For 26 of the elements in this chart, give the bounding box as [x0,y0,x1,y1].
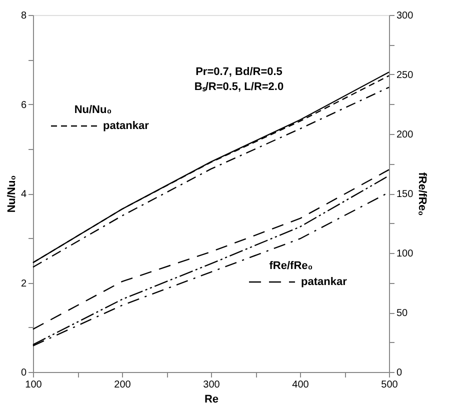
y-tick-label: 8 [20,10,27,22]
x-tick-label: 400 [292,380,310,390]
annotation: Pr=0.7, Bd/R=0.5 [196,66,282,78]
legend-label: patankar [103,120,150,132]
x-axis-title: Re [204,394,219,406]
y-tick-label: 2 [20,278,27,290]
annotation: Bₛ/R=0.5, L/R=2.0 [194,81,284,93]
y2-tick-label: 200 [396,130,414,140]
y2-tick-label: 100 [396,248,414,260]
text: Nu/Nu₀ [74,104,112,116]
x-tick-label: 100 [25,380,42,390]
y-tick-label: 6 [20,100,27,111]
y-tick-label: 4 [20,189,27,200]
y2-axis-title: fRe/fRe₀ [416,172,428,216]
y2-tick-label: 250 [396,70,414,81]
y2-tick-label: 50 [396,308,408,319]
legend-label: patankar [301,276,348,288]
x-tick-label: 200 [114,380,132,390]
y2-tick-label: 300 [396,10,414,22]
x-tick-label: 500 [381,380,398,390]
y-axis-title: Nu/Nu₀ [6,175,18,213]
y2-tick-label: 150 [396,189,414,200]
text: fRe/fRe₀ [269,260,313,272]
y-tick-label: 0 [20,368,27,378]
x-tick-label: 300 [203,380,220,390]
y2-tick-label: 0 [396,368,402,378]
